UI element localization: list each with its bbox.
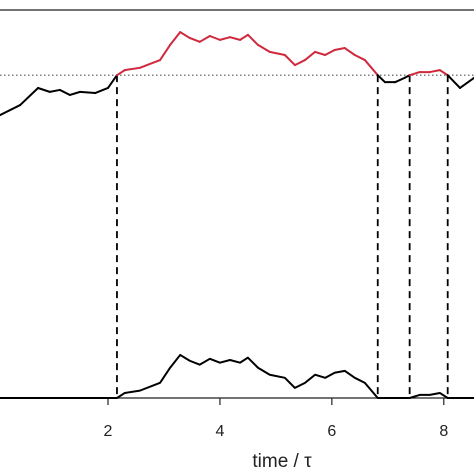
signal-segment [0,104,22,117]
signal-segment [459,76,474,89]
signal-segment [48,88,61,93]
signal-segment [239,33,249,41]
signal-segment [446,74,462,89]
signal-segment [107,74,118,89]
signal-segment [68,90,82,96]
signal-segment [246,33,259,46]
signal-segment [138,59,162,69]
x-axis-label: time / τ [252,451,312,472]
signal-segment [353,54,366,62]
signal-segment [303,50,317,62]
signal-segment [268,50,286,57]
signal-segment [256,43,271,53]
signal-segment [58,88,71,96]
signal-segment [333,47,346,51]
signal-segment [438,69,449,77]
x-tick-label: 6 [327,423,336,440]
signal-segment [293,59,306,67]
signal-segment [169,31,182,46]
signal-segment [343,47,356,57]
signal-segment [123,66,141,72]
signal-segment [283,54,296,67]
excess-line [0,353,474,399]
signal-segment [115,69,126,77]
signal-segment [159,43,172,62]
signal-segment [198,34,211,43]
signal-segment [363,59,379,77]
x-tick-label: 4 [215,423,224,440]
signal-segment [37,86,51,93]
signal-segment [218,36,232,41]
signal-segment [188,36,201,43]
signal-segment [324,48,336,57]
signal-segment [19,86,40,107]
signal-segment [408,71,421,77]
x-tick-label: 8 [439,423,448,440]
signal-segment [394,76,406,84]
signal-segment [79,90,97,95]
signal-segment [314,50,327,57]
signal-segment [428,69,441,74]
signal-segment [179,31,191,39]
x-tick-label: 2 [104,423,113,440]
signal-segment [94,86,110,95]
signal-segment [208,34,221,41]
signal-segment [376,74,387,84]
signal-segment [229,36,242,41]
